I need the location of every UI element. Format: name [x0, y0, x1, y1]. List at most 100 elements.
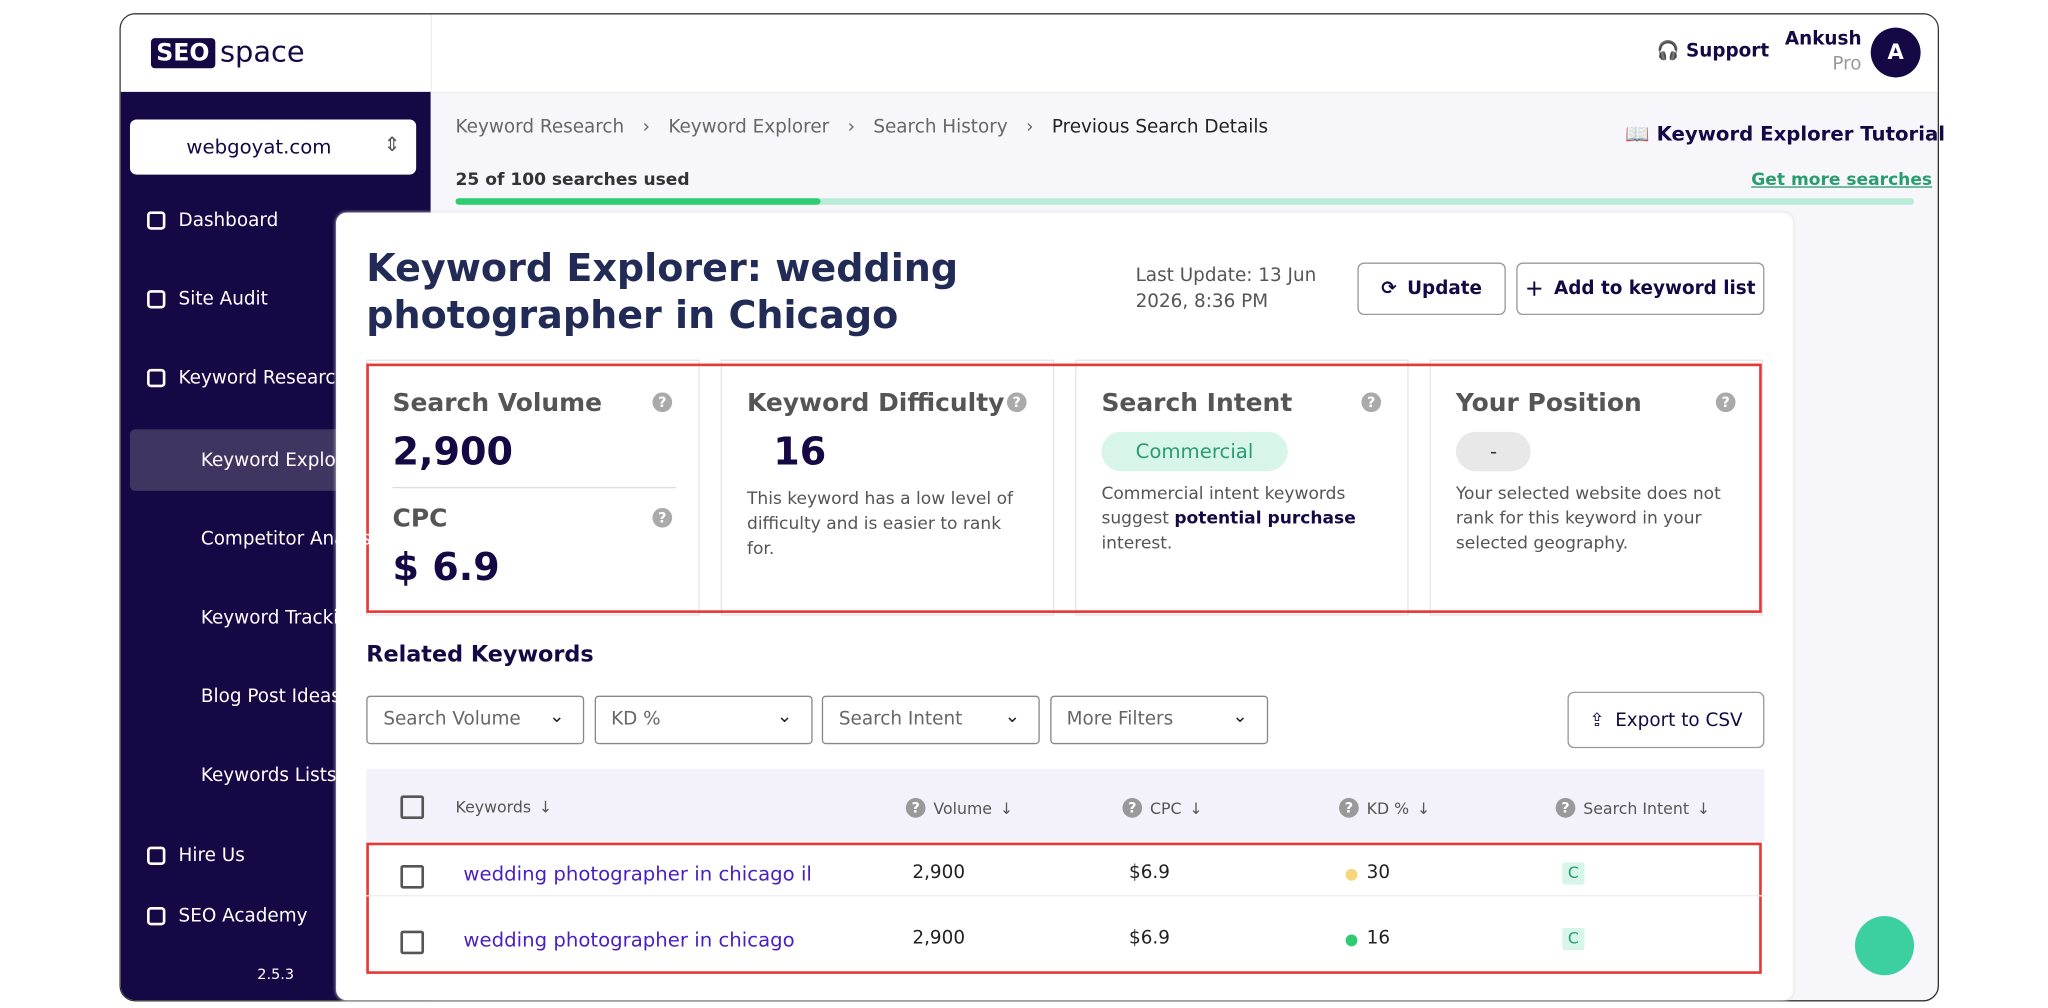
subnav-item[interactable]: Blog Post Ideas: [200, 686, 341, 708]
keyword-link[interactable]: wedding photographer in chicago il: [463, 862, 812, 886]
logo-text: space: [219, 36, 305, 70]
logo[interactable]: SEO space: [150, 36, 305, 70]
metric-label: CPC: [392, 504, 448, 533]
sort-icon: ↓: [1189, 798, 1203, 818]
nav-label: Site Audit: [178, 288, 268, 310]
dropdown-arrow: ⌄: [776, 706, 793, 728]
help-icon[interactable]: ?: [1555, 798, 1576, 818]
column-header[interactable]: ? CPC ↓: [1122, 798, 1203, 818]
avatar[interactable]: A: [1870, 27, 1921, 78]
volume-cell: 2,900: [912, 927, 966, 949]
usage-bar: [455, 198, 821, 205]
logo-mark: SEO: [150, 38, 215, 69]
help-icon[interactable]: ?: [1006, 392, 1027, 413]
content-card: Keyword Explorer: wedding photographer i…: [336, 212, 1794, 1001]
column-header[interactable]: ? Search Intent ↓: [1555, 798, 1710, 818]
divider: [392, 486, 677, 489]
highlight-box: [366, 842, 1762, 974]
nav-item[interactable]: Dashboard: [147, 210, 278, 231]
column-label: Keywords: [455, 798, 532, 817]
metric-label: Keyword Difficulty: [746, 388, 1005, 418]
dropdown-arrow: ⌄: [549, 706, 565, 728]
column-header[interactable]: ? KD % ↓: [1339, 798, 1430, 818]
subnav-item[interactable]: Keyword Tracking: [200, 607, 362, 629]
support-link[interactable]: 🎧 Support: [1656, 40, 1770, 62]
version: 2.5.3: [257, 966, 295, 984]
user-info[interactable]: Ankush Pro: [1778, 29, 1862, 75]
page-title: Keyword Explorer: wedding photographer i…: [366, 245, 959, 338]
subnav-item[interactable]: Keywords Lists: [200, 765, 337, 787]
filter-dropdown[interactable]: Search Volume ⌄: [366, 695, 585, 745]
top-bar: SEO space 🎧 Support Ankush Pro A: [120, 14, 1938, 94]
metric-label: Search Volume: [392, 388, 603, 418]
desc-bold: potential purchase: [1174, 509, 1356, 529]
help-icon[interactable]: ?: [1339, 798, 1359, 818]
metric-desc: Commercial intent keywords suggest poten…: [1101, 482, 1364, 557]
keyword-link[interactable]: wedding photographer in chicago: [463, 927, 795, 952]
breadcrumb: Keyword Research › Keyword Explorer › Search…: [456, 117, 1269, 138]
help-icon[interactable]: ?: [1715, 392, 1736, 413]
add-button[interactable]: ＋ Add to keyword list: [1516, 262, 1765, 315]
export-button[interactable]: ⇪ Export to CSV: [1567, 691, 1765, 749]
nav-icon: [147, 211, 166, 230]
nav-item[interactable]: Site Audit: [147, 289, 268, 310]
select-all[interactable]: [400, 795, 425, 819]
intent-chip: C: [1562, 927, 1585, 951]
cpc-cell: $6.9: [1129, 927, 1170, 949]
help-icon[interactable]: ?: [652, 507, 673, 528]
link-icon: [147, 846, 166, 865]
metric-label: Search Intent: [1101, 388, 1293, 418]
help-icon[interactable]: ?: [1361, 392, 1382, 413]
subnav-item[interactable]: Competitor Analysis: [200, 528, 386, 550]
separator: ›: [642, 116, 650, 138]
chat-button[interactable]: [1854, 916, 1915, 976]
help-icon[interactable]: ?: [1122, 798, 1143, 818]
help-icon[interactable]: ?: [652, 392, 673, 413]
filter-dropdown[interactable]: More Filters ⌄: [1049, 695, 1268, 745]
intent-badge: Commercial: [1101, 431, 1288, 472]
separator: ›: [1026, 116, 1034, 138]
nav-label: Keyword Research: [178, 367, 348, 389]
intent-chip: C: [1562, 862, 1585, 885]
usage-track: [455, 198, 1915, 205]
more-searches[interactable]: Get more searches: [1751, 170, 1933, 191]
column-header[interactable]: ? Volume ↓: [905, 798, 1014, 818]
desc-part: Commercial intent keywords suggest: [1101, 484, 1346, 529]
column-label: Volume: [933, 798, 993, 818]
sort-icon: ↓: [999, 798, 1014, 818]
column-label: CPC: [1150, 798, 1182, 818]
last-update: Last Update: 13 Jun 2026, 8:36 PM: [1135, 265, 1317, 313]
highlight-box: [366, 363, 1762, 613]
row-checkbox[interactable]: [400, 864, 425, 889]
tutorial-link[interactable]: 📖 Keyword Explorer Tutorial: [1625, 122, 1946, 146]
filter-dropdown[interactable]: Search Intent ⌄: [821, 695, 1040, 745]
row-checkbox[interactable]: [400, 930, 425, 955]
filter-dropdown[interactable]: KD % ⌄: [594, 695, 812, 745]
breadcrumb-item[interactable]: Keyword Explorer: [668, 116, 830, 138]
metric-desc: Your selected website does not rank for …: [1455, 484, 1721, 554]
metric-value: 2,900: [392, 429, 513, 474]
nav-item[interactable]: Keyword Research: [147, 368, 347, 389]
nav-label: Dashboard: [178, 210, 279, 231]
support-text: Support: [1686, 40, 1770, 62]
update-button[interactable]: ⟳ Update: [1357, 262, 1506, 315]
site-selector[interactable]: webgoyat.com ⇕: [129, 119, 417, 175]
nav-icon: [147, 290, 166, 309]
user-plan: Pro: [1832, 53, 1862, 75]
link-label: Hire Us: [178, 845, 245, 867]
metric-value: 16: [773, 429, 827, 474]
usage-text: 25 of 100 searches used: [455, 170, 690, 191]
nav-icon: [147, 368, 166, 388]
metric-desc: This keyword has a low level of difficul…: [746, 489, 1014, 560]
subnav-item[interactable]: Keyword Explorer: [200, 450, 362, 472]
section-title: Related Keywords: [366, 641, 594, 669]
logo-area: SEO space: [121, 14, 432, 92]
separator: ›: [847, 116, 855, 138]
user-name: Ankush: [1784, 28, 1862, 50]
breadcrumb-item[interactable]: Search History: [873, 116, 1008, 138]
column-header[interactable]: Keywords ↓: [456, 798, 553, 816]
breadcrumb-item[interactable]: Keyword Research: [455, 116, 625, 138]
help-icon[interactable]: ?: [905, 798, 926, 818]
